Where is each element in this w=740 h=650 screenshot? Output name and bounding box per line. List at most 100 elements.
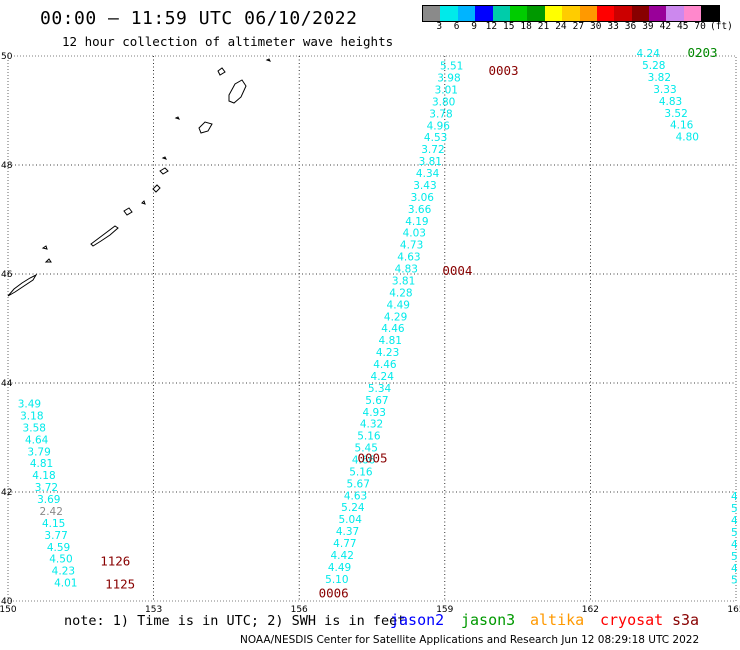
island-outline [174, 116, 180, 120]
colorbar-tick-label: 15 [503, 21, 515, 32]
colorbar-tick-label: 42 [659, 21, 672, 32]
colorbar-swatch [666, 6, 684, 21]
swh-value: 3.33 [653, 84, 676, 96]
latitude-tick-label: 48 [1, 161, 13, 171]
colorbar-labels: 3 6 9 12 15 18 21 24 27 30 33 36 39 42 45 70 (ft) [422, 21, 740, 33]
island-outline [41, 245, 48, 250]
swh-value: 5 [731, 551, 738, 563]
swh-value: 3.01 [435, 84, 458, 96]
swh-value: 3.79 [27, 446, 50, 458]
swh-value: 4.03 [403, 228, 426, 240]
swh-value: 3.81 [419, 156, 442, 168]
swh-value: 4.15 [42, 518, 65, 530]
legend-cryosat: cryosat [600, 611, 664, 629]
swh-value: 4.53 [424, 132, 447, 144]
colorbar-tick-label: 45 [677, 21, 689, 32]
longitude-tick-label: 150 [0, 605, 17, 615]
colorbar-swatch [683, 6, 702, 21]
swh-value: 4.80 [676, 132, 699, 144]
latitude-tick-label: 44 [1, 379, 13, 389]
longitude-tick-label: 165 [727, 605, 740, 615]
swh-value: 3.98 [437, 73, 460, 85]
swh-value: 3.49 [18, 399, 41, 411]
swh-value: 3.81 [392, 275, 415, 287]
colorbar-tick-label: 27 [572, 21, 585, 32]
swh-value: 3.77 [44, 530, 67, 542]
map-frame [7, 55, 737, 602]
swh-value: 4.16 [670, 120, 694, 132]
pass-id-label: 0006 [319, 586, 349, 601]
swh-value: 5.45 [355, 443, 378, 455]
swh-value: 5.67 [365, 395, 388, 407]
island-outline [7, 273, 38, 297]
swh-value: 4.64 [25, 434, 49, 446]
pass-labels: 0003 0004 0005 0006 1126 1125 0203 [100, 45, 717, 601]
swh-value: 4.83 [395, 264, 418, 276]
swh-value: 4.24 [371, 371, 395, 383]
axis-tick-labels: 150153156159162165504846444240 [0, 52, 740, 615]
longitude-tick-label: 162 [582, 605, 599, 615]
colorbar-swatch [457, 6, 476, 21]
swh-value: 4.23 [52, 566, 75, 578]
colorbar-tick-label: 24 [555, 21, 567, 32]
latitude-tick-label: 40 [1, 597, 13, 607]
pass-id-label: 0203 [687, 45, 717, 60]
island-outline [90, 225, 119, 247]
swh-value: 5 [731, 503, 738, 515]
swh-value: 5.51 [440, 61, 463, 73]
swh-value: 5.04 [339, 514, 363, 526]
colorbar-swatch [527, 6, 545, 21]
swh-value: 4.66 [352, 454, 376, 466]
island-outline [217, 67, 226, 76]
swh-value: 5 [731, 527, 738, 539]
credit-line: NOAA/NESDIS Center for Satellite Applica… [240, 634, 700, 646]
colorbar-tick-label: 6 [453, 21, 460, 32]
colorbar-swatch [423, 6, 441, 21]
latitude-tick-label: 50 [1, 52, 13, 62]
longitude-tick-label: 156 [291, 605, 308, 615]
island-outline [44, 258, 52, 263]
swh-value: 4.77 [333, 538, 356, 550]
colorbar-swatch [562, 6, 580, 21]
longitude-tick-label: 153 [145, 605, 162, 615]
swh-value: 4 [731, 563, 738, 575]
swh-value: 4.49 [387, 299, 410, 311]
swh-value: 3.18 [20, 410, 43, 422]
swh-value: 3.66 [408, 204, 432, 216]
swh-value: 5 [731, 575, 738, 587]
swh-value: 4.24 [637, 48, 661, 60]
longitude-tick-label: 159 [436, 605, 453, 615]
colorbar-swatch [649, 6, 667, 21]
swh-value: 4.83 [659, 96, 682, 108]
swh-value: 3.69 [37, 494, 60, 506]
island-outline [228, 79, 247, 104]
swh-value: 3.72 [35, 482, 58, 494]
colorbar-tick-label: 36 [624, 21, 637, 32]
colorbar-swatch [631, 6, 650, 21]
colorbar-tick-label: 12 [485, 21, 498, 32]
legend-jason3: jason3 [461, 611, 516, 629]
colorbar-swatch [579, 6, 597, 21]
colorbar-tick-label: 21 [537, 21, 550, 32]
legend-altika: altika [530, 611, 585, 629]
island-outline [265, 58, 271, 62]
footnote: note: 1) Time is in UTC; 2) SWH is in fe… [64, 613, 406, 629]
map-title: 00:00 — 11:59 UTC 06/10/2022 [40, 8, 358, 29]
swh-value: 4.37 [336, 526, 359, 538]
latitude-tick-label: 42 [1, 488, 12, 498]
swh-value: 5.16 [349, 466, 373, 478]
swh-value: 4 [731, 491, 738, 503]
island-outline [198, 121, 213, 134]
swh-value: 4.46 [373, 359, 397, 371]
swh-value: 4.93 [363, 407, 386, 419]
colorbar-legend [422, 5, 720, 22]
swh-value: 3.80 [432, 96, 455, 108]
swh-value: 4.50 [49, 554, 72, 566]
colorbar-swatch [596, 6, 615, 21]
colorbar-tick-label: 18 [520, 21, 532, 32]
swh-value: 4.63 [397, 252, 420, 264]
colorbar-tick-label: 70 [694, 21, 706, 32]
swh-value: 4.28 [389, 287, 412, 299]
colorbar-swatch [544, 6, 563, 21]
